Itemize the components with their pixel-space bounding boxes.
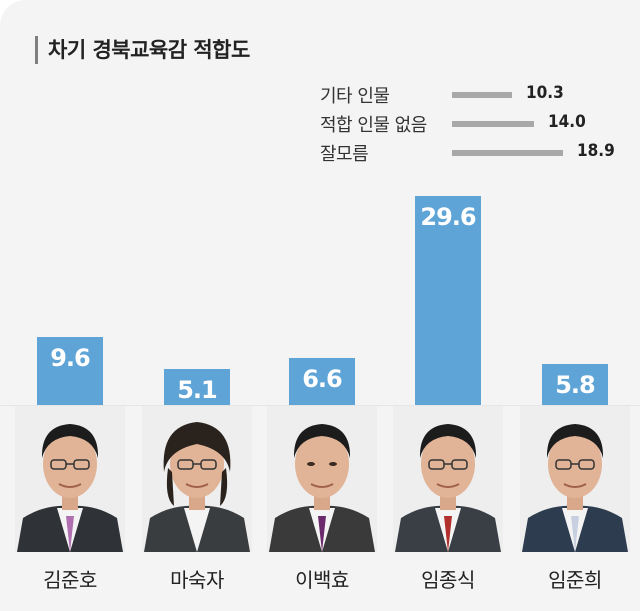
candidate-portrait xyxy=(267,406,377,552)
bar-value-label: 5.8 xyxy=(555,371,596,399)
bar-2 xyxy=(164,369,230,405)
other-response-value: 18.9 xyxy=(577,141,615,161)
other-response-value: 10.3 xyxy=(526,83,564,103)
candidate-name: 마숙자 xyxy=(170,568,224,592)
candidate-name: 이백효 xyxy=(295,568,349,592)
other-response-bar xyxy=(452,121,534,127)
candidate-portrait xyxy=(520,406,630,552)
other-response-label: 적합 인물 없음 xyxy=(320,115,427,136)
bar-4 xyxy=(415,196,481,405)
other-response-label: 기타 인물 xyxy=(320,86,390,107)
candidate-portrait xyxy=(15,406,125,552)
other-response-bar xyxy=(452,92,512,98)
candidate-name: 임종식 xyxy=(421,568,475,592)
bar-value-label: 9.6 xyxy=(50,344,91,372)
bar-1 xyxy=(37,337,103,405)
other-response-bar xyxy=(452,150,563,156)
baseline xyxy=(0,405,640,406)
other-response-label: 잘모름 xyxy=(320,144,369,165)
other-response-value: 14.0 xyxy=(548,112,586,132)
candidate-portrait xyxy=(393,406,503,552)
bar-value-label: 29.6 xyxy=(420,203,476,231)
bar-value-label: 5.1 xyxy=(177,376,218,404)
candidate-name: 임준희 xyxy=(548,568,602,592)
candidate-portrait xyxy=(142,406,252,552)
bar-5 xyxy=(542,364,608,405)
bar-value-label: 6.6 xyxy=(302,365,343,393)
chart-title: 차기 경북교육감 적합도 xyxy=(48,38,250,62)
candidate-name: 김준호 xyxy=(43,568,97,592)
bar-3 xyxy=(289,358,355,405)
title-accent-bar xyxy=(35,36,38,64)
